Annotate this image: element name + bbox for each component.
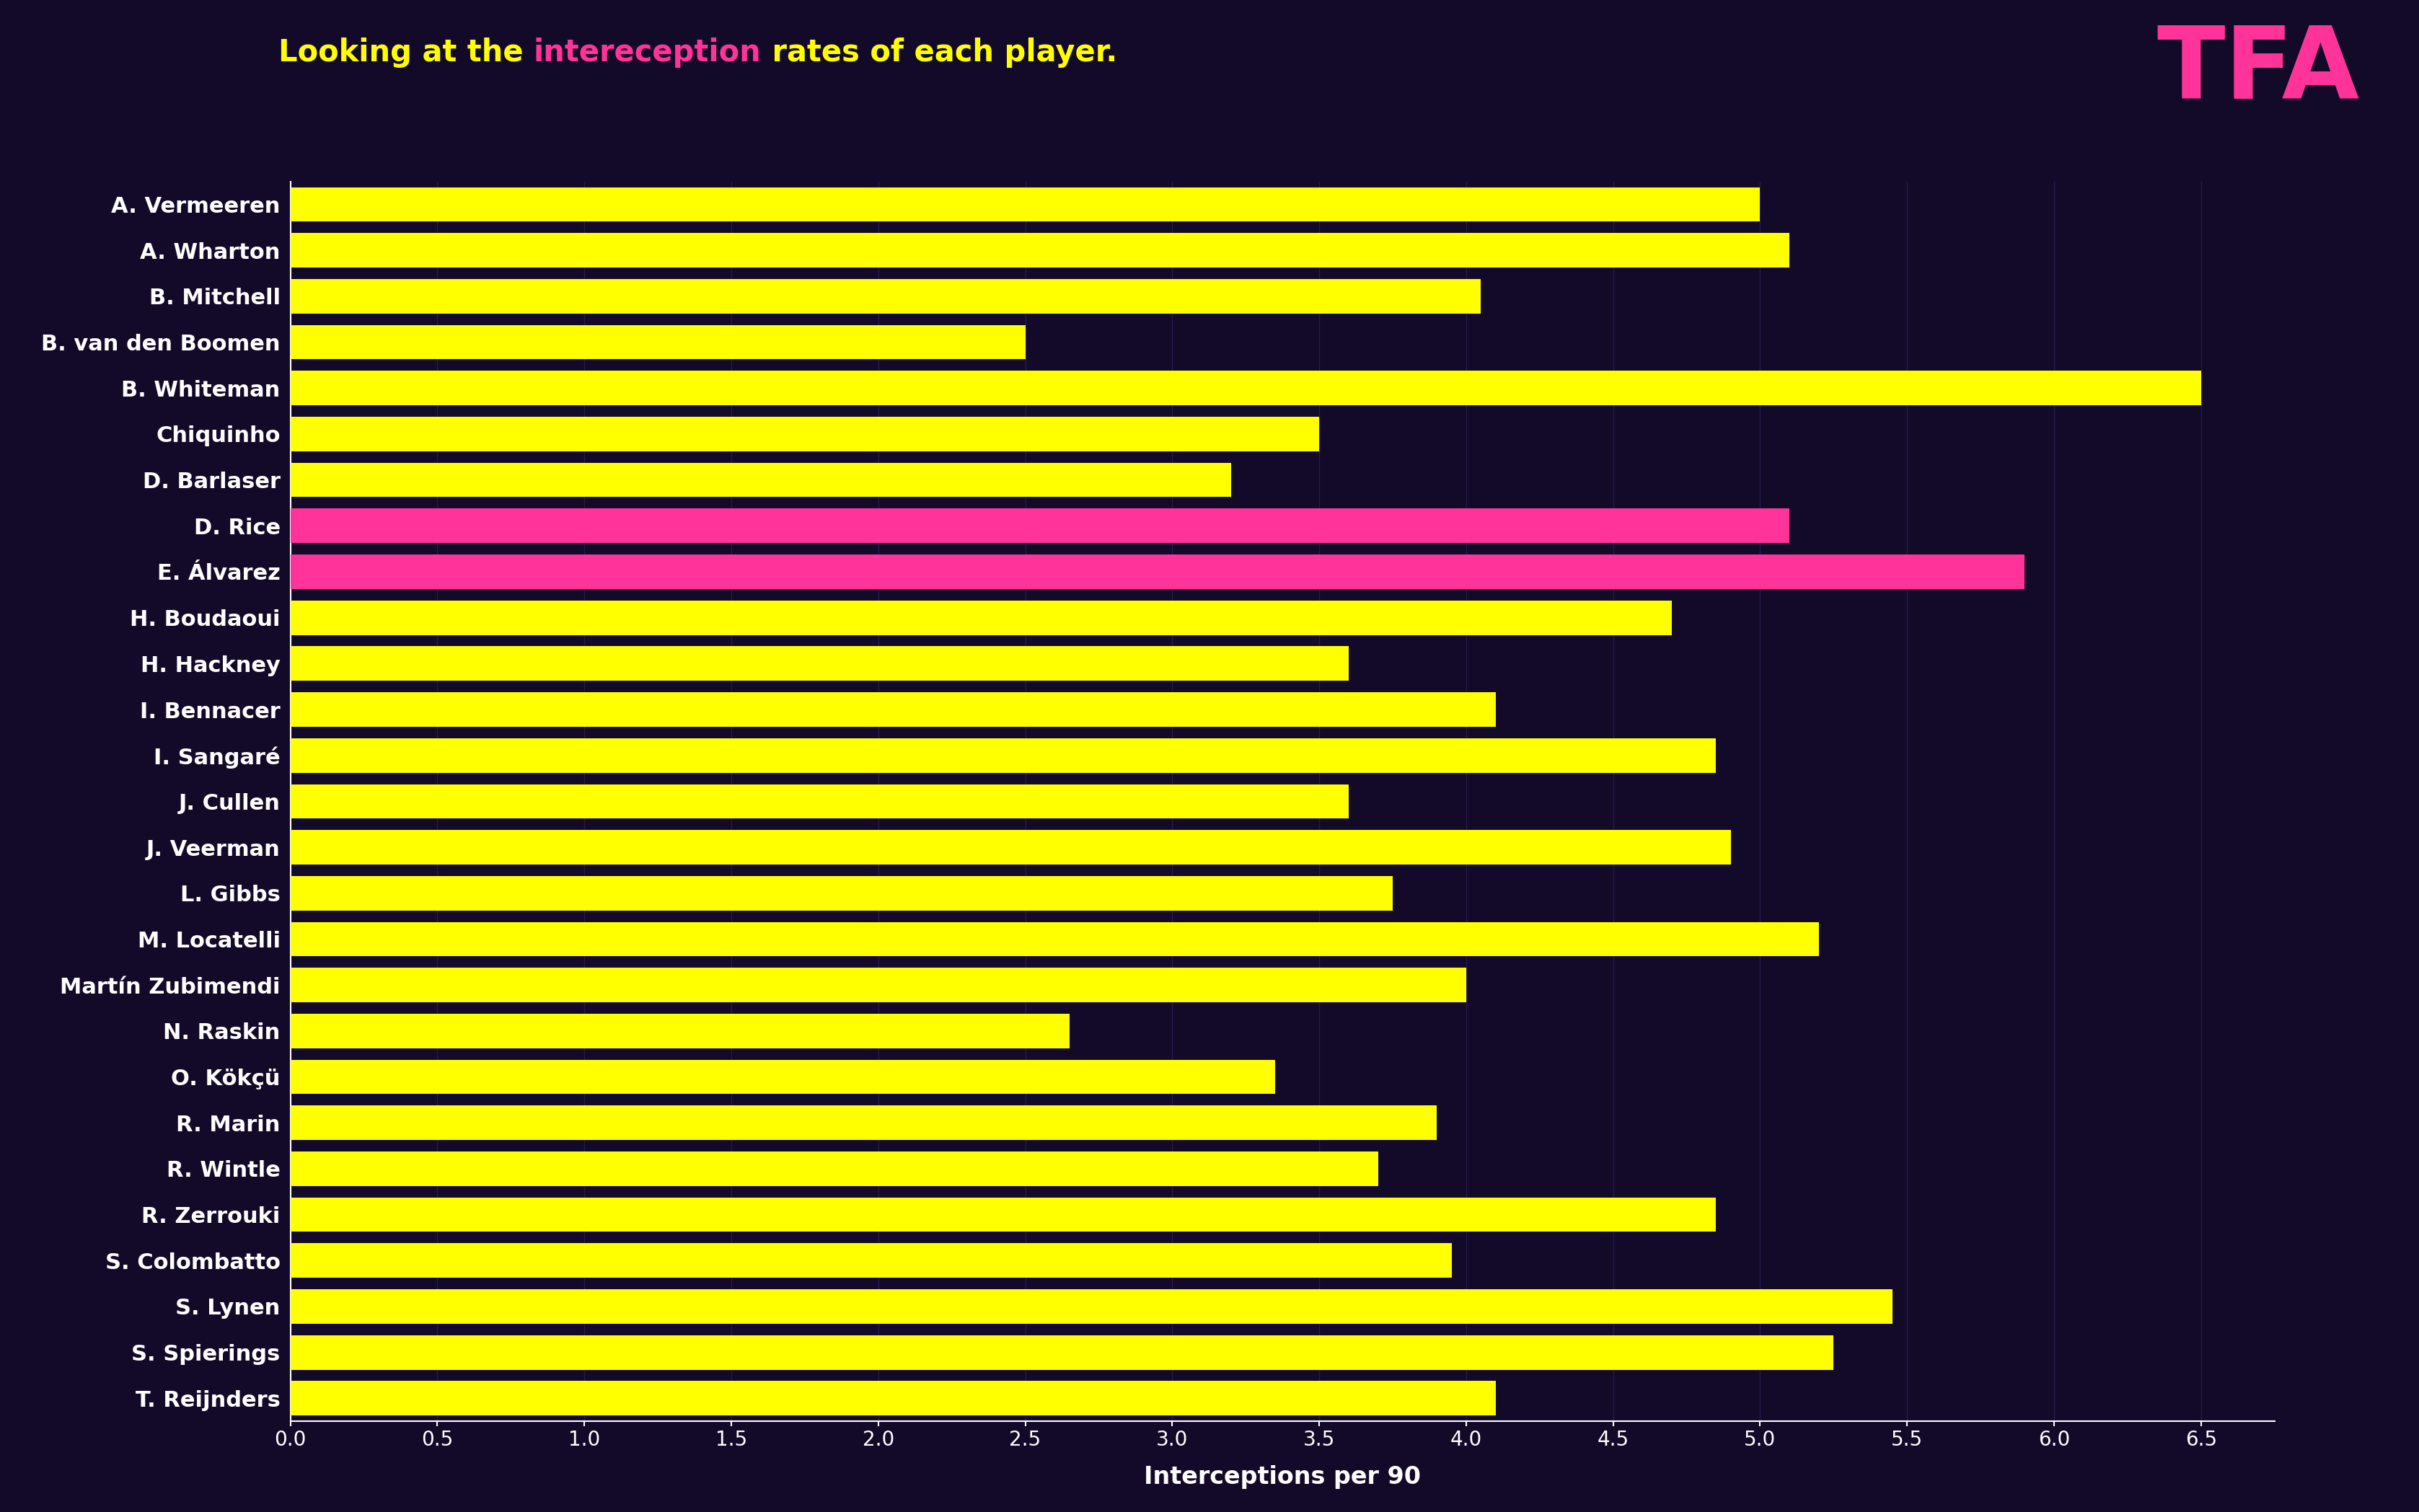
X-axis label: Interceptions per 90: Interceptions per 90 [1144,1465,1420,1489]
Bar [290,968,1466,1002]
Bar [290,1380,1495,1415]
Bar [290,1105,1437,1140]
Bar [290,1290,1892,1323]
Bar [290,600,1672,635]
Bar [290,325,1026,360]
Bar [290,280,1480,313]
Bar [290,187,1759,222]
Bar [290,785,1347,818]
Bar [290,1198,1715,1232]
Bar [290,647,1347,680]
Bar [290,738,1715,773]
Text: intereception: intereception [535,38,762,68]
Bar [290,692,1495,727]
Bar [290,463,1231,497]
Bar [290,370,2201,405]
Text: TFA: TFA [2155,23,2359,119]
Bar [290,233,1790,268]
Text: rates of each player.: rates of each player. [762,38,1118,68]
Bar [290,922,1819,957]
Bar [290,1335,1834,1370]
Bar [290,555,2025,590]
Bar [290,1152,1376,1185]
Bar [290,508,1790,543]
Bar [290,830,1730,865]
Bar [290,1243,1451,1278]
Bar [290,875,1393,910]
Text: Looking at the: Looking at the [278,38,535,68]
Bar [290,417,1318,451]
Bar [290,1060,1275,1095]
Bar [290,1013,1069,1048]
